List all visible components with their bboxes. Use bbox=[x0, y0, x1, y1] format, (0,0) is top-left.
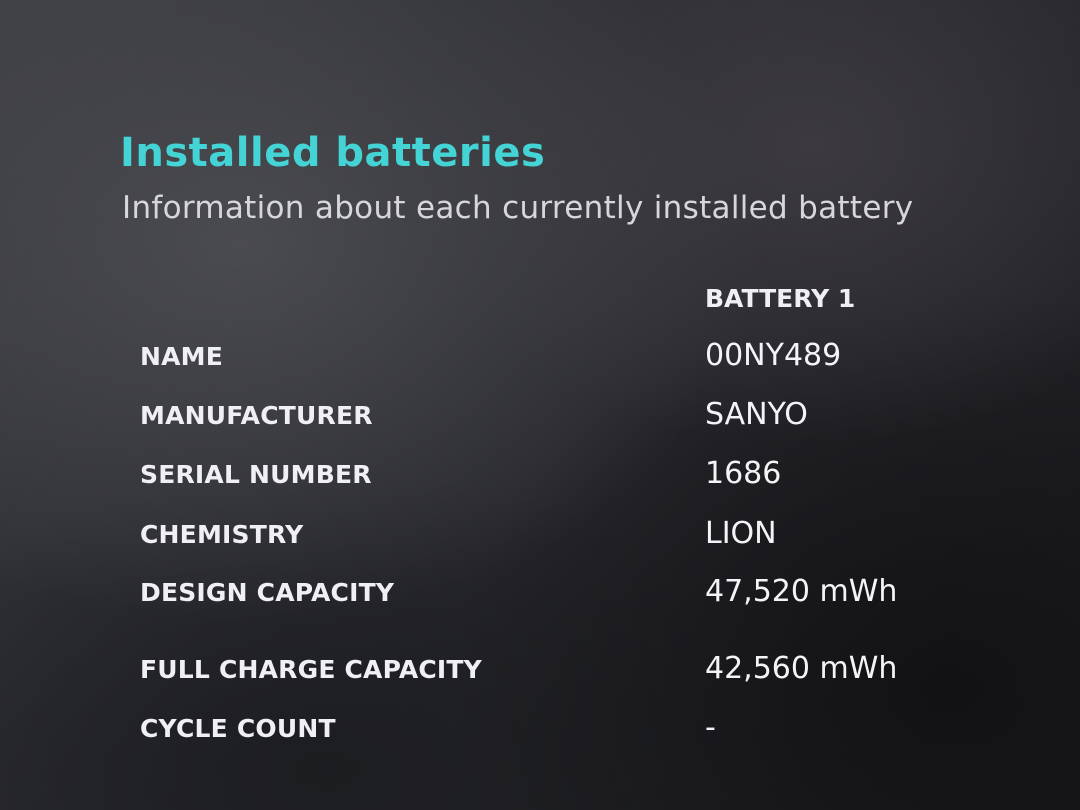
row-label: MANUFACTURER bbox=[140, 401, 373, 430]
table-row-full-charge-capacity: FULL CHARGE CAPACITY 42,560 mWh bbox=[140, 651, 1040, 695]
row-value: - bbox=[705, 710, 716, 745]
row-value: 47,520 mWh bbox=[705, 574, 898, 609]
row-label: FULL CHARGE CAPACITY bbox=[140, 655, 482, 684]
table-row-cycle-count: CYCLE COUNT - bbox=[140, 710, 1040, 754]
column-header-battery-1: BATTERY 1 bbox=[705, 284, 856, 313]
row-label: DESIGN CAPACITY bbox=[140, 578, 395, 607]
row-label: NAME bbox=[140, 342, 224, 371]
row-label: CHEMISTRY bbox=[140, 520, 304, 549]
row-value: 42,560 mWh bbox=[705, 651, 898, 686]
table-row-design-capacity: DESIGN CAPACITY 47,520 mWh bbox=[140, 574, 1040, 618]
table-row-manufacturer: MANUFACTURER SANYO bbox=[140, 397, 1040, 441]
section-subtitle: Information about each currently install… bbox=[122, 190, 914, 226]
row-label: CYCLE COUNT bbox=[140, 714, 336, 743]
section-title: Installed batteries bbox=[120, 130, 546, 176]
row-value: LION bbox=[705, 516, 777, 551]
table-row-name: NAME 00NY489 bbox=[140, 338, 1040, 382]
row-value: 00NY489 bbox=[705, 338, 842, 373]
row-label: SERIAL NUMBER bbox=[140, 460, 372, 489]
row-value: 1686 bbox=[705, 456, 782, 491]
table-row-serial-number: SERIAL NUMBER 1686 bbox=[140, 456, 1040, 500]
table-row-chemistry: CHEMISTRY LION bbox=[140, 516, 1040, 560]
row-value: SANYO bbox=[705, 397, 808, 432]
